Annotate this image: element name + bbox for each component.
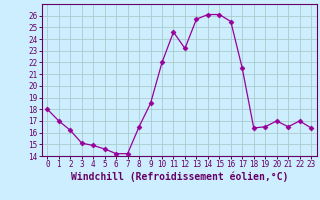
X-axis label: Windchill (Refroidissement éolien,°C): Windchill (Refroidissement éolien,°C)	[70, 172, 288, 182]
